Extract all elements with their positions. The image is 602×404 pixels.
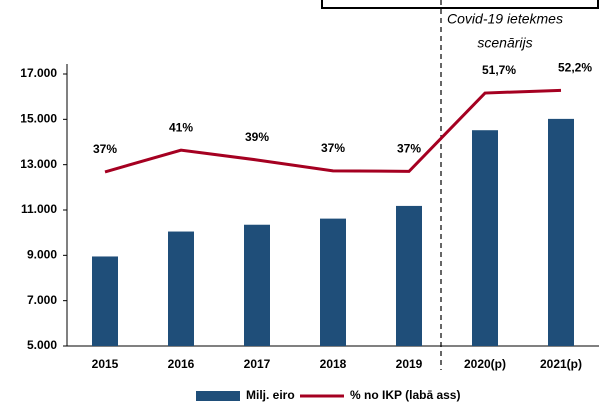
legend-label: % no IKP (labā ass) (350, 388, 460, 402)
data-label: 37% (93, 142, 117, 156)
line (104, 88, 562, 174)
y-tick-label: 9.000 (27, 248, 57, 262)
x-tick-label: 2015 (92, 357, 119, 371)
bar (320, 218, 346, 346)
data-label: 51,7% (482, 63, 516, 77)
y-tick-label: 7.000 (27, 293, 57, 307)
x-tick-label: 2016 (168, 357, 195, 371)
bar (472, 130, 498, 346)
annotation: scenārijs (477, 35, 532, 51)
y-tick-label: 17.000 (20, 66, 57, 80)
x-tick-label: 2019 (396, 357, 423, 371)
y-tick-label: 5.000 (27, 338, 57, 352)
bar (548, 118, 574, 346)
x-tick-label: 2018 (320, 357, 347, 371)
x-tick-label: 2021(p) (540, 357, 582, 371)
data-label: 37% (321, 141, 345, 155)
bar (168, 231, 194, 346)
y-tick-label: 15.000 (20, 112, 57, 126)
data-label: 39% (245, 130, 269, 144)
bar (244, 224, 270, 346)
data-label: 37% (397, 142, 421, 156)
legend-swatch (196, 391, 240, 401)
bar (92, 256, 118, 346)
x-tick-label: 2020(p) (464, 357, 506, 371)
y-tick-label: 13.000 (20, 157, 57, 171)
legend-label: Milj. eiro (246, 388, 295, 402)
annotation: Covid-19 ietekmes (447, 11, 563, 27)
data-label: 41% (169, 120, 193, 134)
y-tick-label: 11.000 (21, 202, 57, 216)
x-tick-label: 2017 (244, 357, 271, 371)
header-box (321, 0, 599, 9)
bar (396, 205, 422, 346)
data-label: 52,2% (558, 60, 592, 74)
